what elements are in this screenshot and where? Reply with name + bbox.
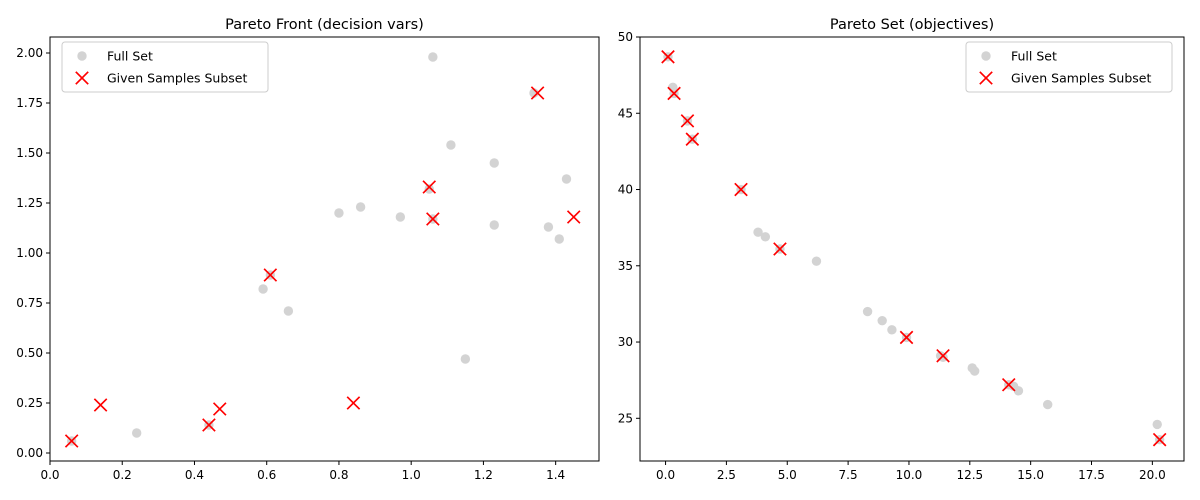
chart-1-xtick-label: 0.4 — [185, 468, 204, 482]
chart-1-xtick-label: 0.8 — [329, 468, 348, 482]
chart-1-point-full-set — [489, 158, 499, 168]
chart-2-point-full-set — [1042, 399, 1053, 410]
chart-1-point-full-set — [554, 234, 564, 244]
chart-1-point-subset — [346, 396, 361, 410]
chart-1-point-subset — [202, 418, 216, 432]
chart-1: Pareto Front (decision vars) 0.0 0.2 0.4 0.6… — [16, 17, 600, 482]
chart-2-ytick-label: 25 — [618, 411, 633, 425]
chart-1-legend-box — [61, 41, 269, 93]
chart-2-point-full-set — [938, 352, 948, 362]
chart-1-legend-label: Full Set — [107, 49, 153, 64]
chart-1-ytick-label: 0.50 — [16, 346, 43, 360]
chart-2-point-full-set — [1013, 386, 1024, 396]
chart-1-ytick-label: 2.00 — [16, 46, 43, 60]
chart-2-point-subset — [1152, 432, 1167, 447]
chart-2-xtick-label: 5.0 — [778, 468, 797, 482]
chart-2-point-subset — [734, 182, 748, 197]
chart-2-point-subset — [1001, 377, 1016, 392]
chart-1-point-subset — [530, 86, 545, 100]
chart-1-xtick-label: 1.2 — [474, 468, 493, 482]
chart-2-ytick-label: 50 — [618, 30, 633, 44]
chart-1-point-subset — [422, 180, 437, 194]
chart-2-legend-label: Full Set — [1011, 49, 1057, 64]
chart-1-ytick-label: 1.00 — [16, 246, 43, 260]
chart-2-point-full-set — [753, 227, 763, 237]
chart-2-point-subset — [936, 348, 950, 363]
chart-2-xtick-label: 20.0 — [1139, 468, 1166, 482]
chart-2-point-full-set — [1152, 419, 1162, 430]
chart-1-legend-marker-subset — [75, 71, 89, 85]
chart-2-legend-marker-subset — [979, 71, 993, 85]
chart-2-ytick-label: 30 — [618, 335, 633, 349]
chart-2-xtick-label: 15.0 — [1017, 468, 1044, 482]
chart-1-point-subset — [426, 212, 440, 226]
chart-1-xtick-label: 0.6 — [257, 468, 276, 482]
chart-1-ytick-label: 0.75 — [16, 296, 43, 310]
chart-2-legend: Full Set Given Samples Subset — [965, 41, 1173, 93]
chart-1-point-full-set — [258, 284, 268, 294]
chart-1-point-full-set — [395, 212, 406, 222]
chart-2-xtick-label: 2.5 — [717, 468, 736, 482]
chart-1-point-full-set — [131, 428, 142, 438]
chart-2-point-full-set — [811, 256, 822, 266]
chart-2-axes-frame — [639, 36, 1185, 462]
chart-1-point-subset — [263, 268, 278, 282]
chart-1-title: Pareto Front (decision vars) — [225, 17, 424, 33]
chart-2-title: Pareto Set (objectives) — [830, 17, 994, 33]
chart-2-ytick-label: 35 — [618, 259, 633, 273]
chart-1-ytick-label: 1.25 — [16, 196, 43, 210]
chart-1-xtick-label: 0.0 — [40, 468, 59, 482]
chart-1-ytick-label: 0.00 — [16, 446, 43, 460]
chart-2-point-subset — [661, 50, 675, 64]
chart-2-legend-box — [965, 41, 1173, 93]
chart-1-point-full-set — [543, 222, 554, 232]
chart-2-point-full-set — [862, 306, 873, 317]
chart-1-xtick-label: 0.2 — [113, 468, 132, 482]
chart-2-point-subset — [680, 114, 695, 128]
chart-1-ytick-label: 0.25 — [16, 396, 43, 410]
chart-1-xtick-label: 1.0 — [402, 468, 421, 482]
chart-1-xtick-label: 1.4 — [546, 468, 565, 482]
chart-1-ytick-label: 1.50 — [16, 146, 43, 160]
chart-1-ytick-label: 1.75 — [16, 96, 43, 110]
chart-2-point-full-set — [887, 325, 897, 335]
chart-2-xtick-label: 10.0 — [896, 468, 923, 482]
chart-2-point-subset — [899, 330, 914, 345]
chart-1-point-subset — [93, 398, 108, 412]
chart-1-point-subset — [212, 402, 227, 416]
chart-1-point-subset — [64, 434, 79, 448]
chart-1-point-full-set — [283, 306, 294, 316]
chart-1-point-full-set — [561, 174, 572, 184]
chart-1-point-full-set — [489, 220, 499, 230]
chart-2-point-full-set — [760, 232, 771, 242]
chart-2-legend-label: Given Samples Subset — [1011, 71, 1151, 86]
chart-1-point-full-set — [428, 52, 438, 62]
chart-1-point-full-set — [460, 354, 471, 364]
chart-1-point-full-set — [424, 184, 434, 194]
chart-1-point-full-set — [355, 202, 366, 212]
chart-2: Pareto Set (objectives) 0.0 2.5 5.0 7.5 10.0 1… — [618, 17, 1185, 482]
chart-1-legend: Full Set Given Samples Subset — [61, 41, 269, 93]
chart-2-point-subset — [773, 242, 787, 256]
chart-2-point-subset — [667, 86, 681, 101]
chart-2-point-full-set — [877, 315, 887, 326]
chart-1-point-full-set — [446, 140, 456, 150]
chart-2-xtick-label: 0.0 — [656, 468, 675, 482]
chart-2-xtick-label: 12.5 — [956, 468, 983, 482]
chart-1-series-2 — [64, 86, 581, 448]
chart-2-series-2 — [661, 50, 1167, 447]
chart-2-point-subset — [685, 132, 700, 146]
chart-2-point-full-set — [969, 366, 980, 376]
chart-1-axes-frame — [49, 36, 600, 462]
chart-2-legend-marker-full-set — [981, 51, 991, 61]
chart-2-ytick-label: 40 — [618, 183, 633, 197]
chart-1-point-full-set — [334, 208, 344, 218]
chart-1-legend-label: Given Samples Subset — [107, 71, 247, 86]
chart-2-xtick-label: 17.5 — [1078, 468, 1105, 482]
chart-2-xtick-label: 7.5 — [839, 468, 858, 482]
chart-1-point-subset — [566, 210, 581, 224]
chart-1-legend-marker-full-set — [77, 51, 87, 61]
chart-2-ytick-label: 45 — [618, 106, 633, 120]
